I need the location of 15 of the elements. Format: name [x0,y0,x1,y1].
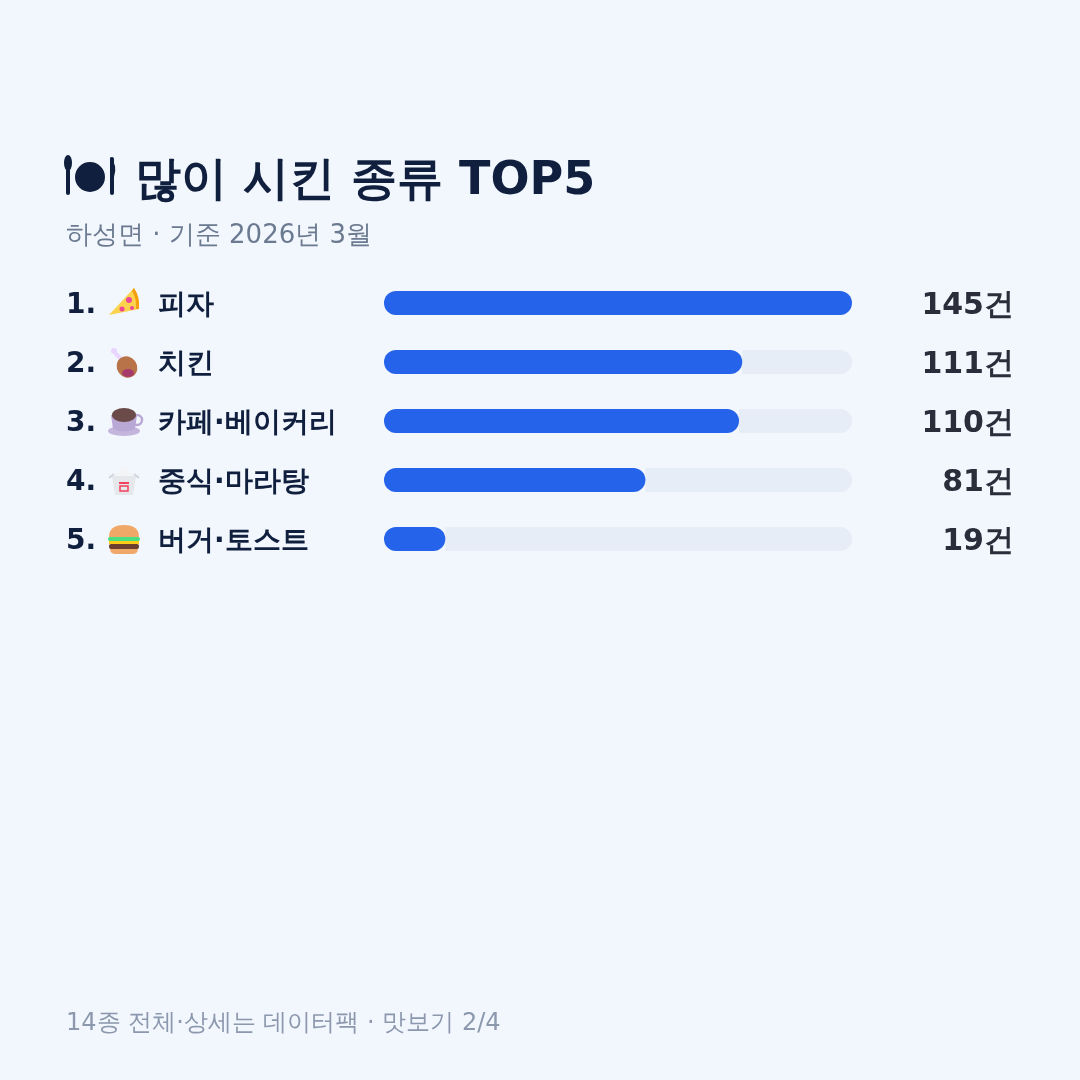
bar [384,291,852,315]
data-label: 81건 [942,463,1014,498]
chart-subtitle: 하성면 · 기준 2026년 3월 [66,219,373,249]
category-label: 5. 버거·토스트 [66,523,309,556]
data-label: 110건 [921,404,1014,439]
category-label: 1. 피자 [66,287,214,320]
data-label: 19건 [942,522,1014,557]
bar [384,527,446,551]
data-label: 111건 [921,345,1014,380]
category-label: 2. 치킨 [66,346,214,379]
chart-title: 많이 시킨 종류 TOP5 [135,151,596,205]
data-label: 145건 [921,286,1014,321]
text: 14종 전체·상세는 데이터팩 · 맛보기 2/4 [66,1008,501,1036]
category-label: 4. 중식·마라탕 [66,464,309,497]
category-label: 3. 카페·베이커리 [66,405,337,438]
